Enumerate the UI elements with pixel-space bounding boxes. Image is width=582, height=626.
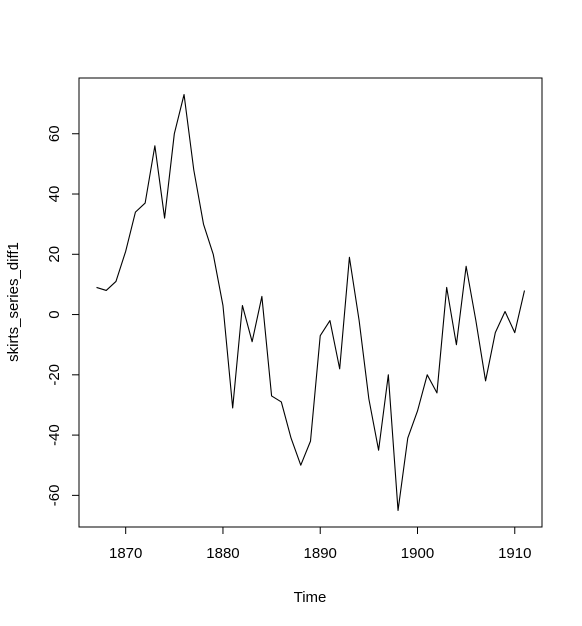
y-tick-label: 0 (46, 310, 63, 318)
y-tick-label: 20 (46, 246, 63, 263)
y-tick-label: 40 (46, 186, 63, 203)
x-tick-label: 1870 (109, 545, 142, 562)
series-layer (96, 94, 526, 511)
y-tick-label: 60 (46, 125, 63, 142)
y-axis-label: skirts_series_diff1 (5, 242, 22, 362)
x-axis-label: Time (294, 589, 327, 606)
series-line (96, 94, 526, 511)
x-axis: 1870 1880 1890 1900 1910 (109, 526, 531, 562)
y-tick-label: -40 (46, 424, 63, 446)
x-tick-label: 1880 (206, 545, 239, 562)
y-tick-label: -20 (46, 364, 63, 386)
x-tick-label: 1890 (304, 545, 337, 562)
x-tick-label: 1910 (498, 545, 531, 562)
x-tick-label: 1900 (401, 545, 434, 562)
y-axis: -60 -40 -20 0 20 40 60 (46, 125, 80, 507)
y-tick-label: -60 (46, 485, 63, 507)
